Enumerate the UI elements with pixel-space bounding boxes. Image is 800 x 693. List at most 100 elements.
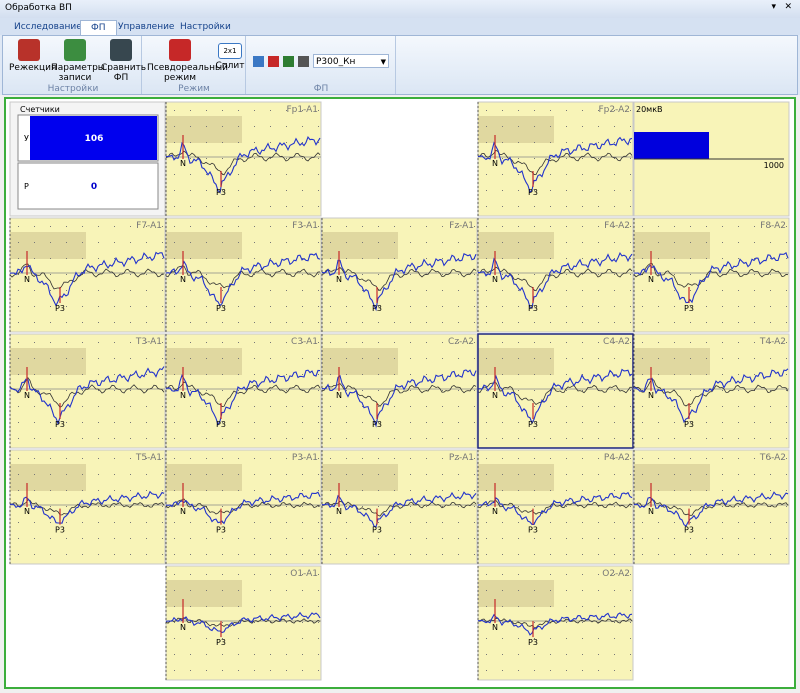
grid-dot <box>254 490 255 491</box>
grid-dot <box>82 458 83 459</box>
grid-dot <box>706 554 707 555</box>
marker-label: N <box>492 391 498 400</box>
grid-dot <box>130 522 131 523</box>
tool-icon[interactable] <box>298 56 309 67</box>
ribbon-button[interactable]: Сравнить ФП <box>101 39 147 83</box>
grid-dot <box>642 438 643 439</box>
grid-dot <box>34 458 35 459</box>
grid-dot <box>286 554 287 555</box>
dropdown[interactable]: P300_Кн ▼ <box>313 54 389 68</box>
grid-dot <box>614 554 615 555</box>
grid-dot <box>738 358 739 359</box>
grid-dot <box>238 554 239 555</box>
button-label: Сравнить ФП <box>101 63 147 83</box>
grid-dot <box>362 422 363 423</box>
grid-dot <box>190 142 191 143</box>
tab[interactable]: ФП <box>80 20 117 36</box>
grid-dot <box>302 554 303 555</box>
ribbon-button[interactable]: Режекция <box>9 39 56 73</box>
ribbon-button[interactable]: 2x1 Сплит <box>215 39 245 71</box>
grid-dot <box>502 142 503 143</box>
ribbon-button[interactable]: Псевдореальный режим <box>147 39 228 83</box>
grid-dot <box>566 554 567 555</box>
grid-dot <box>534 306 535 307</box>
ribbon-button[interactable]: Параметры записи <box>51 39 105 83</box>
average-curve <box>633 378 789 407</box>
grid-dot <box>630 206 631 207</box>
grid-dot <box>98 390 99 391</box>
tool-icon[interactable] <box>253 56 264 67</box>
grid-dot <box>518 406 519 407</box>
close-button[interactable]: ✕ <box>784 2 792 12</box>
tool-icon[interactable] <box>283 56 294 67</box>
shaded-window <box>478 232 554 259</box>
grid-dot <box>270 390 271 391</box>
grid-dot <box>502 438 503 439</box>
grid-dot <box>330 490 331 491</box>
marker-label: N <box>492 623 498 632</box>
grid-dot <box>518 242 519 243</box>
grid-dot <box>162 538 163 539</box>
grid-dot <box>174 638 175 639</box>
grid-dot <box>190 374 191 375</box>
grid-dot <box>190 622 191 623</box>
grid-dot <box>598 506 599 507</box>
grid-dot <box>566 654 567 655</box>
grid-dot <box>502 274 503 275</box>
grid-dot <box>302 322 303 323</box>
lead-name: Fp2-A2 <box>598 105 630 115</box>
tool-icon[interactable] <box>268 56 279 67</box>
grid-dot <box>346 322 347 323</box>
grid-dot <box>566 274 567 275</box>
grid-dot <box>66 374 67 375</box>
grid-dot <box>206 290 207 291</box>
grid-dot <box>630 554 631 555</box>
button-icon <box>169 39 191 61</box>
grid-dot <box>518 226 519 227</box>
grid-dot <box>582 242 583 243</box>
counter-value: 0 <box>91 182 97 192</box>
grid-dot <box>458 242 459 243</box>
lead-name: F3-A1 <box>292 221 318 231</box>
grid-dot <box>410 322 411 323</box>
grid-dot <box>674 242 675 243</box>
grid-dot <box>458 406 459 407</box>
tab[interactable]: Исследование <box>14 22 82 32</box>
grid-dot <box>410 258 411 259</box>
grid-dot <box>270 242 271 243</box>
grid-dot <box>302 206 303 207</box>
shaded-window <box>634 348 710 375</box>
grid-dot <box>582 374 583 375</box>
grid-dot <box>598 638 599 639</box>
grid-dot <box>302 110 303 111</box>
grid-dot <box>518 654 519 655</box>
grid-dot <box>190 174 191 175</box>
grid-dot <box>206 158 207 159</box>
grid-dot <box>34 306 35 307</box>
grid-dot <box>254 458 255 459</box>
tab[interactable]: Настройки <box>180 22 231 32</box>
grid-dot <box>630 342 631 343</box>
grid-dot <box>486 522 487 523</box>
grid-dot <box>474 290 475 291</box>
signal-curve <box>321 491 477 528</box>
grid-dot <box>442 490 443 491</box>
grid-dot <box>426 506 427 507</box>
grid-dot <box>486 438 487 439</box>
grid-dot <box>582 322 583 323</box>
grid-dot <box>18 306 19 307</box>
grid-dot <box>706 490 707 491</box>
grid-dot <box>330 258 331 259</box>
grid-dot <box>566 406 567 407</box>
grid-dot <box>474 406 475 407</box>
grid-dot <box>534 554 535 555</box>
tab[interactable]: Управление <box>118 22 175 32</box>
grid-dot <box>394 406 395 407</box>
grid-dot <box>426 458 427 459</box>
grid-dot <box>598 126 599 127</box>
pin-button[interactable]: ▾ <box>771 2 776 12</box>
grid-dot <box>770 438 771 439</box>
grid-dot <box>286 226 287 227</box>
grid-dot <box>18 406 19 407</box>
grid-dot <box>254 574 255 575</box>
